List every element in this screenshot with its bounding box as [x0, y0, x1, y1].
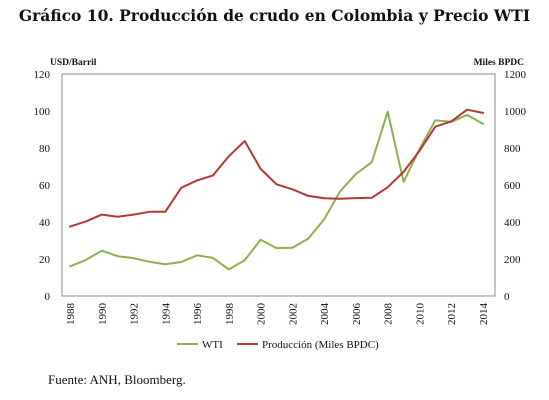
y-left-tick-label: 60 — [39, 180, 51, 192]
y-left-tick-label: 20 — [39, 254, 51, 266]
y-left-tick-label: 80 — [39, 143, 51, 155]
right-axis-unit-label: Miles BPDC — [474, 58, 525, 68]
x-tick-label: 2006 — [351, 303, 363, 326]
y-right-tick-label: 1000 — [504, 106, 527, 118]
x-tick-label: 1988 — [65, 303, 77, 326]
y-right-tick-label: 1200 — [504, 69, 527, 81]
y-left-tick-label: 120 — [34, 69, 51, 81]
y-left-tick-label: 0 — [45, 291, 51, 303]
x-axis-ticks: 1988 1990 1992 1994 1996 1998 2000 2002 2004 2006… — [65, 303, 490, 326]
source-note: Fuente: ANH, Bloomberg. — [48, 372, 186, 388]
x-tick-label: 2000 — [256, 303, 268, 326]
legend-label-produccion: Producción (Miles BPDC) — [262, 339, 379, 351]
right-axis-ticks: 0 200 400 600 800 1000 1200 — [504, 69, 527, 303]
series-layer — [70, 110, 483, 270]
legend-label-wti: WTI — [202, 339, 223, 351]
x-tick-label: 1996 — [192, 303, 204, 326]
y-left-tick-label: 100 — [34, 106, 51, 118]
x-tick-label: 2010 — [414, 303, 426, 326]
y-right-tick-label: 400 — [504, 217, 521, 229]
chart-plot: USD/Barril Miles BPDC 0 20 40 60 80 100 120 0 2… — [0, 0, 549, 365]
x-tick-label: 1998 — [224, 303, 236, 326]
series-line-wti — [70, 112, 483, 270]
series-line-produccion — [70, 110, 483, 227]
y-right-tick-label: 800 — [504, 143, 521, 155]
y-right-tick-label: 0 — [504, 291, 510, 303]
left-axis-unit-label: USD/Barril — [50, 58, 97, 68]
x-tick-label: 2008 — [383, 303, 395, 326]
x-tick-label: 1994 — [160, 303, 172, 326]
y-left-tick-label: 40 — [39, 217, 51, 229]
x-tick-label: 2004 — [319, 303, 331, 326]
left-axis-ticks: 0 20 40 60 80 100 120 — [34, 69, 51, 303]
y-right-tick-label: 600 — [504, 180, 521, 192]
legend: WTI Producción (Miles BPDC) — [177, 339, 379, 351]
x-tick-label: 1992 — [129, 303, 141, 325]
y-right-tick-label: 200 — [504, 254, 521, 266]
x-tick-label: 2002 — [287, 303, 299, 325]
x-tick-label: 2014 — [478, 303, 490, 326]
x-tick-label: 2012 — [446, 303, 458, 325]
x-tick-label: 1990 — [97, 303, 109, 326]
